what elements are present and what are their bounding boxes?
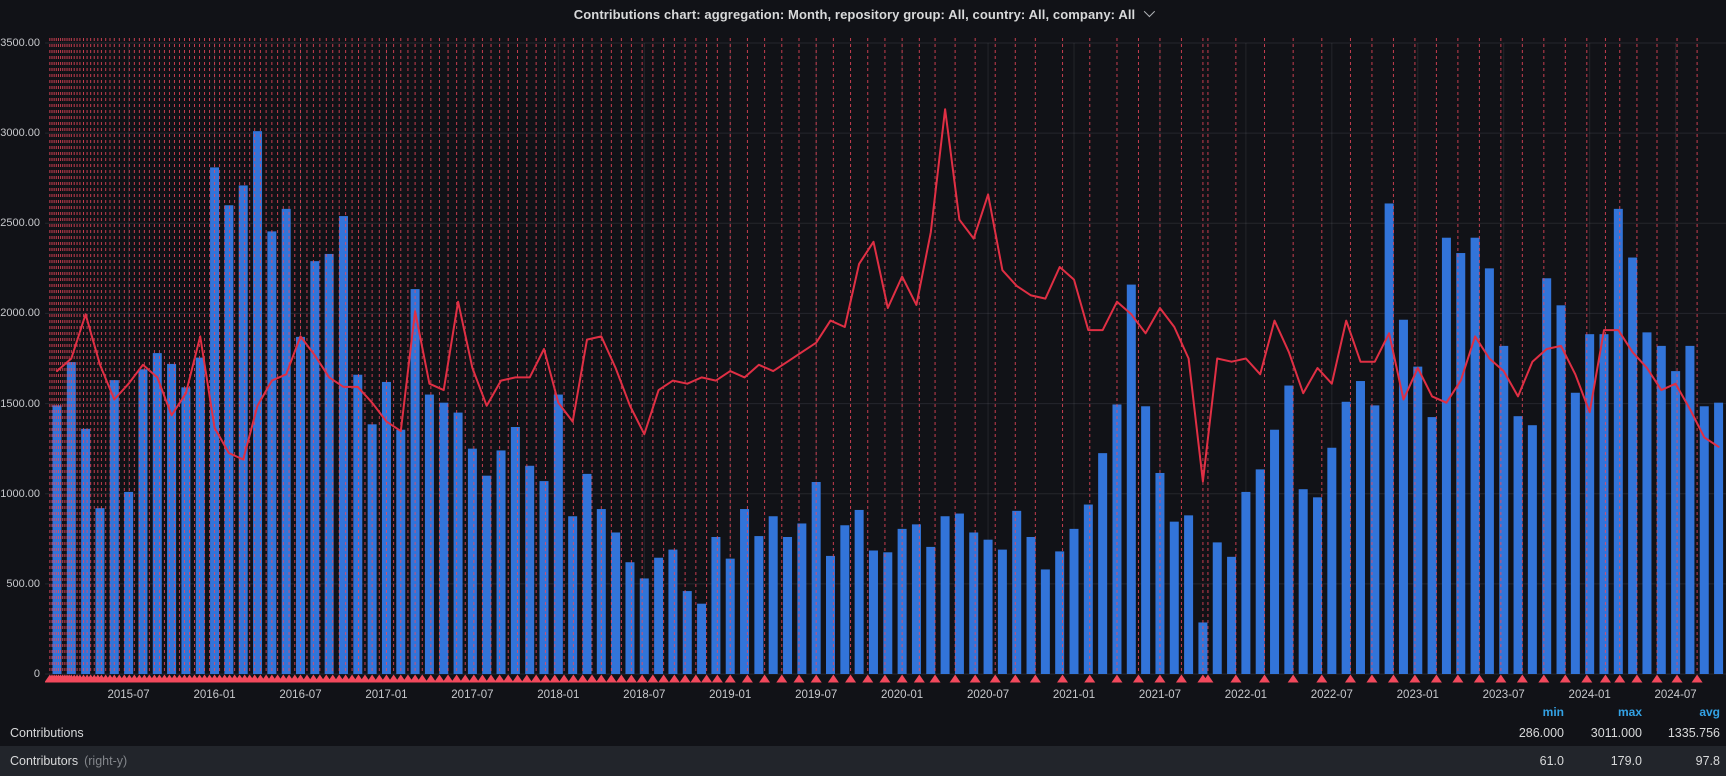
x-tick-label: 2019-07 — [795, 689, 837, 701]
legend-series-label[interactable]: Contributions — [10, 726, 84, 740]
chart-canvas[interactable]: 2015-07 2016-01 2016-07 2017-01 2017-07 2018-… — [44, 35, 1726, 707]
panel-title-bar[interactable]: Contributions chart: aggregation: Month,… — [0, 0, 1726, 28]
x-tick-label: 2017-01 — [365, 689, 407, 701]
y-tick-label: 0 — [33, 668, 40, 680]
y-tick-label: 500.00 — [6, 577, 40, 590]
y-tick-label: 1000.00 — [0, 487, 40, 500]
legend-row-contributors: Contributors (right-y) 61.0 179.0 97.8 — [0, 746, 1726, 776]
x-tick-label: 2015-07 — [108, 689, 150, 701]
y-tick-label: 3500.00 — [0, 37, 40, 49]
x-tick-label: 2018-07 — [623, 689, 665, 701]
legend-col-min[interactable]: min — [1542, 704, 1564, 719]
legend-min-value: 61.0 — [1539, 754, 1564, 768]
x-tick-label: 2021-01 — [1053, 689, 1095, 701]
legend-axis-suffix: (right-y) — [84, 754, 128, 768]
x-tick-label: 2016-07 — [279, 689, 321, 701]
x-tick-label: 2020-07 — [967, 689, 1009, 701]
x-tick-label: 2017-07 — [451, 689, 493, 701]
y-tick-label: 3000.00 — [0, 127, 40, 140]
x-tick-label: 2019-01 — [709, 689, 751, 701]
y-axis-labels: 3500.00 3000.00 2500.00 2000.00 1500.00 1000.… — [0, 0, 40, 700]
x-tick-label: 2022-01 — [1225, 689, 1267, 701]
x-tick-label: 2024-01 — [1569, 689, 1611, 701]
y-tick-label: 2000.00 — [0, 307, 40, 320]
legend-col-max[interactable]: max — [1617, 704, 1642, 719]
legend-avg-value: 1335.756 — [1667, 726, 1720, 740]
legend-series-label[interactable]: Contributors — [10, 754, 79, 768]
legend-header-row: min max avg — [0, 703, 1726, 720]
legend-max-value: 3011.000 — [1590, 726, 1642, 740]
legend-col-avg[interactable]: avg — [1699, 704, 1720, 719]
contributions-chart[interactable]: 2015-07 2016-01 2016-07 2017-01 2017-07 2018-… — [44, 35, 1726, 707]
x-tick-label: 2022-07 — [1311, 689, 1353, 701]
x-tick-label: 2021-07 — [1139, 689, 1181, 701]
legend-avg-value: 97.8 — [1695, 754, 1720, 768]
legend-min-value: 286.000 — [1518, 726, 1564, 740]
x-tick-label: 2024-07 — [1655, 689, 1697, 701]
y-tick-label: 2500.00 — [0, 217, 40, 230]
chevron-down-icon[interactable] — [1144, 5, 1156, 17]
y-tick-label: 1500.00 — [0, 397, 40, 410]
x-tick-label: 2020-01 — [881, 689, 923, 701]
panel-title[interactable]: Contributions chart: aggregation: Month,… — [573, 6, 1136, 22]
legend-max-value: 179.0 — [1610, 754, 1642, 768]
x-tick-label: 2018-01 — [537, 689, 579, 701]
x-tick-label: 2023-01 — [1397, 689, 1439, 701]
x-tick-label: 2023-07 — [1483, 689, 1525, 701]
legend-table: min max avg Contributions 286.000 3011.0… — [0, 703, 1726, 776]
legend-row-contributions: Contributions 286.000 3011.000 1335.756 — [0, 720, 1726, 746]
x-tick-label: 2016-01 — [193, 689, 235, 701]
